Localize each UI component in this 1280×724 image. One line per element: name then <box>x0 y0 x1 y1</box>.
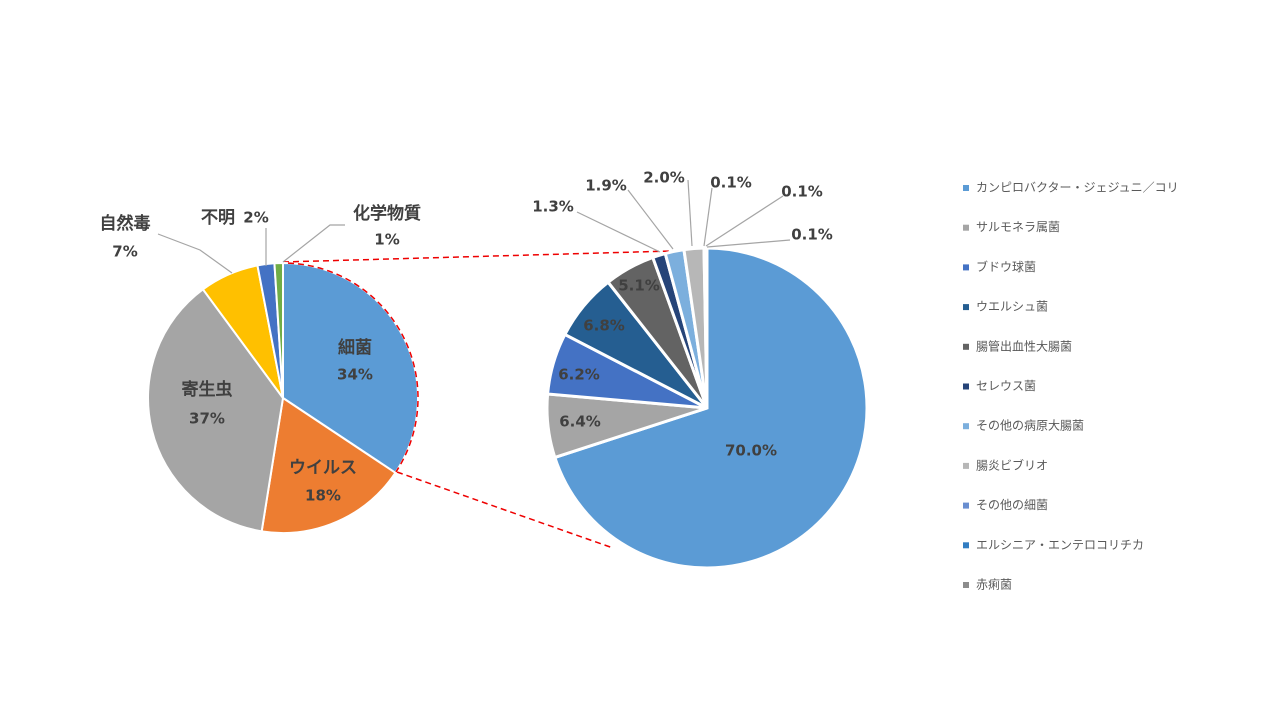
legend-swatch <box>963 462 969 469</box>
data-label: 18% <box>305 487 341 505</box>
data-label: 1% <box>374 231 399 249</box>
legend-label: その他の病原大腸菌 <box>976 418 1084 433</box>
legend-swatch <box>963 343 969 350</box>
data-label: 2% <box>243 209 268 227</box>
data-label: 6.2% <box>558 366 600 384</box>
data-label: 7% <box>112 243 137 261</box>
data-label: 37% <box>189 410 225 428</box>
legend-label: ウエルシュ菌 <box>976 300 1048 314</box>
legend-swatch <box>963 582 969 588</box>
category-label: 寄生虫 <box>182 379 233 400</box>
pie-slice <box>704 246 709 409</box>
category-label: 化学物質 <box>353 203 421 224</box>
slice-highlight <box>282 262 419 474</box>
leader-line <box>627 189 674 250</box>
leader-line <box>157 233 233 274</box>
category-label: 不明 <box>201 208 235 228</box>
data-label: 1.9% <box>585 177 627 195</box>
leader-line <box>703 187 713 247</box>
connector <box>282 249 708 263</box>
data-label: 0.1% <box>791 226 833 244</box>
legend-swatch <box>963 264 969 271</box>
data-label: 34% <box>337 366 373 384</box>
connector <box>396 471 614 549</box>
legend-swatch <box>963 185 969 191</box>
legend-swatch <box>963 304 969 311</box>
legend-label: セレウス菌 <box>976 379 1036 393</box>
legend-swatch <box>963 502 969 509</box>
pie-slice <box>273 261 284 399</box>
legend-label: ブドウ球菌 <box>976 259 1036 274</box>
data-label: 0.1% <box>781 183 823 201</box>
leader-line <box>576 211 661 253</box>
leader-line <box>705 195 784 247</box>
category-label: 自然毒 <box>100 213 151 234</box>
data-label: 5.1% <box>618 277 660 295</box>
legend-label: エルシニア・エンテロコリチカ <box>976 538 1144 552</box>
data-label: 1.3% <box>532 198 574 216</box>
pie-slice <box>147 287 285 533</box>
leader-line <box>706 239 791 248</box>
pie-slice <box>552 246 869 570</box>
legend-swatch <box>963 383 969 390</box>
legend-label: サルモネラ属菌 <box>976 220 1060 234</box>
leader-line <box>687 179 693 247</box>
legend-label: 腸管出血性大腸菌 <box>976 338 1072 353</box>
category-label: 細菌 <box>338 337 372 358</box>
data-label: 6.8% <box>583 317 625 335</box>
leader-line <box>282 224 345 263</box>
legend-label: 赤痢菌 <box>976 577 1012 592</box>
legend-swatch <box>963 423 969 430</box>
legend-swatch <box>963 542 969 549</box>
data-label: 2.0% <box>643 169 685 187</box>
category-label: ウイルス <box>289 458 357 478</box>
data-label: 70.0% <box>725 442 777 460</box>
legend-label: カンピロバクター・ジェジュニ／コリ <box>976 181 1179 195</box>
data-label: 0.1% <box>710 174 752 192</box>
legend-label: その他の細菌 <box>976 498 1048 512</box>
pie-slice <box>260 396 397 534</box>
data-label: 6.4% <box>559 413 601 431</box>
legend-swatch <box>963 224 969 231</box>
legend-label: 腸炎ビブリオ <box>976 457 1048 472</box>
